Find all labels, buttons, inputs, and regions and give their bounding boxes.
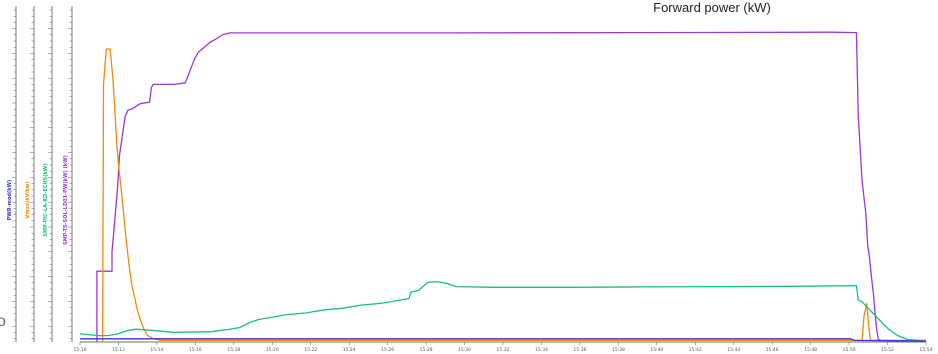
y-axes: PWR-mod(kW) Vmov(kV/kw) SMP-PIC-LA-RD-ECHS…	[7, 6, 73, 342]
y-axis-label: SMP-TS-SOL-LD01-PW(kW) (kW)	[63, 155, 69, 245]
x-tick-label: 15:40	[650, 347, 663, 353]
x-tick-label: 15:52	[881, 347, 894, 353]
stray-glyph: o	[0, 313, 6, 330]
x-axis: 15:10 15:12 15:14 15:16 15:18 15:20 15:22 15:24…	[74, 341, 933, 353]
x-tick-label: 15:12	[112, 347, 125, 353]
chart-title: Forward power (kW)	[653, 0, 771, 15]
x-tick-label: 15:46	[766, 347, 779, 353]
x-tick-label: 15:48	[804, 347, 817, 353]
x-tick-label: 15:38	[612, 347, 625, 353]
x-tick-label: 15:34	[535, 347, 548, 353]
x-tick-label: 15:36	[573, 347, 586, 353]
y-axis-2: Vmov(kV/kw)	[25, 6, 35, 342]
x-tick-label: 15:14	[150, 347, 163, 353]
y-axis-label: PWR-mod(kW)	[7, 180, 13, 221]
plot-area	[79, 31, 927, 343]
y-axis-4: SMP-TS-SOL-LD01-PW(kW) (kW)	[63, 6, 73, 342]
y-axis-label: SMP-PIC-LA-RD-ECHS(kW)	[43, 163, 49, 236]
x-tick-label: 15:20	[266, 347, 279, 353]
x-tick-label: 15:18	[227, 347, 240, 353]
series-line-2	[101, 48, 926, 343]
x-tick-label: 15:44	[727, 347, 740, 353]
y-axis-1: PWR-mod(kW)	[7, 6, 17, 342]
series-line-1	[96, 31, 927, 342]
x-tick-label: 15:24	[343, 347, 356, 353]
x-tick-label: 15:54	[920, 347, 933, 353]
series-line-4	[80, 338, 927, 342]
x-tick-label: 15:16	[189, 347, 202, 353]
y-axis-label: Vmov(kV/kw)	[25, 181, 31, 218]
x-tick-label: 15:26	[381, 347, 394, 353]
x-tick-label: 15:30	[458, 347, 471, 353]
x-tick-label: 15:50	[843, 347, 856, 353]
y-axis-3: SMP-PIC-LA-RD-ECHS(kW)	[43, 6, 53, 342]
x-tick-label: 15:28	[420, 347, 433, 353]
series-line-3	[79, 280, 927, 342]
x-tick-label: 15:32	[497, 347, 510, 353]
x-tick-label: 15:42	[689, 347, 702, 353]
x-tick-label: 15:10	[74, 347, 87, 353]
x-tick-label: 15:22	[304, 347, 317, 353]
